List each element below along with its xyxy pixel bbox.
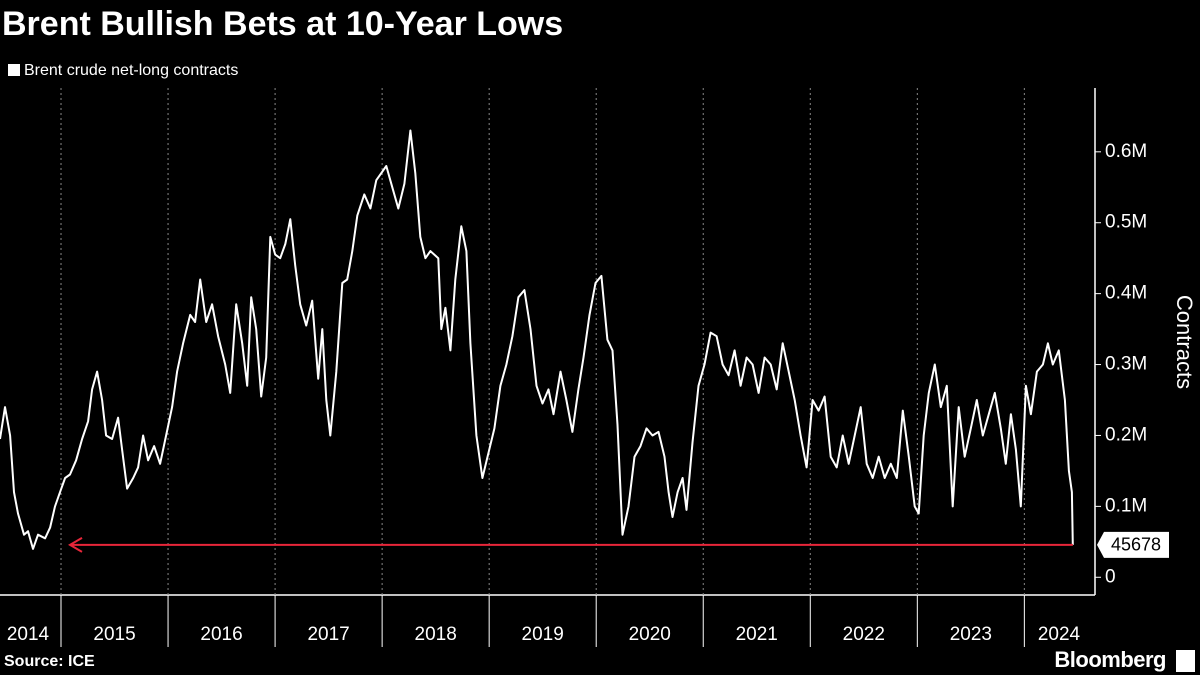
x-tick-label: 2017 xyxy=(307,624,349,645)
y-axis-label: Contracts xyxy=(1172,295,1197,389)
x-tick-label: 2016 xyxy=(200,624,242,645)
x-tick-label: 2018 xyxy=(415,624,457,645)
x-tick-label: 2014 xyxy=(7,624,50,645)
chart-title: Brent Bullish Bets at 10-Year Lows xyxy=(2,5,563,43)
y-tick-label: 0.5M xyxy=(1105,212,1147,233)
legend-label: Brent crude net-long contracts xyxy=(24,62,238,79)
value-label: 45678 xyxy=(1111,535,1161,555)
brand-icon xyxy=(1176,650,1195,672)
y-tick-label: 0.6M xyxy=(1105,141,1147,162)
source: Source: ICE xyxy=(4,653,95,670)
x-tick-label: 2023 xyxy=(950,624,992,645)
series-line xyxy=(0,129,1074,550)
x-tick-label: 2021 xyxy=(736,624,778,645)
x-tick-label: 2020 xyxy=(629,624,671,645)
y-tick-label: 0.2M xyxy=(1105,424,1147,445)
legend-swatch xyxy=(8,64,20,76)
x-tick-label: 2022 xyxy=(843,624,885,645)
y-tick-label: 0.4M xyxy=(1105,283,1147,304)
y-tick-label: 0.1M xyxy=(1105,495,1147,516)
y-tick-label: 0.3M xyxy=(1105,354,1147,375)
brand: Bloomberg xyxy=(1054,647,1166,672)
value-label-box xyxy=(1097,531,1169,558)
x-tick-label: 2019 xyxy=(522,624,564,645)
x-tick-label: 2024 xyxy=(1038,624,1081,645)
x-tick-label: 2015 xyxy=(93,624,135,645)
annotation-arrowhead xyxy=(68,537,83,553)
y-tick-label: 0 xyxy=(1105,566,1116,587)
